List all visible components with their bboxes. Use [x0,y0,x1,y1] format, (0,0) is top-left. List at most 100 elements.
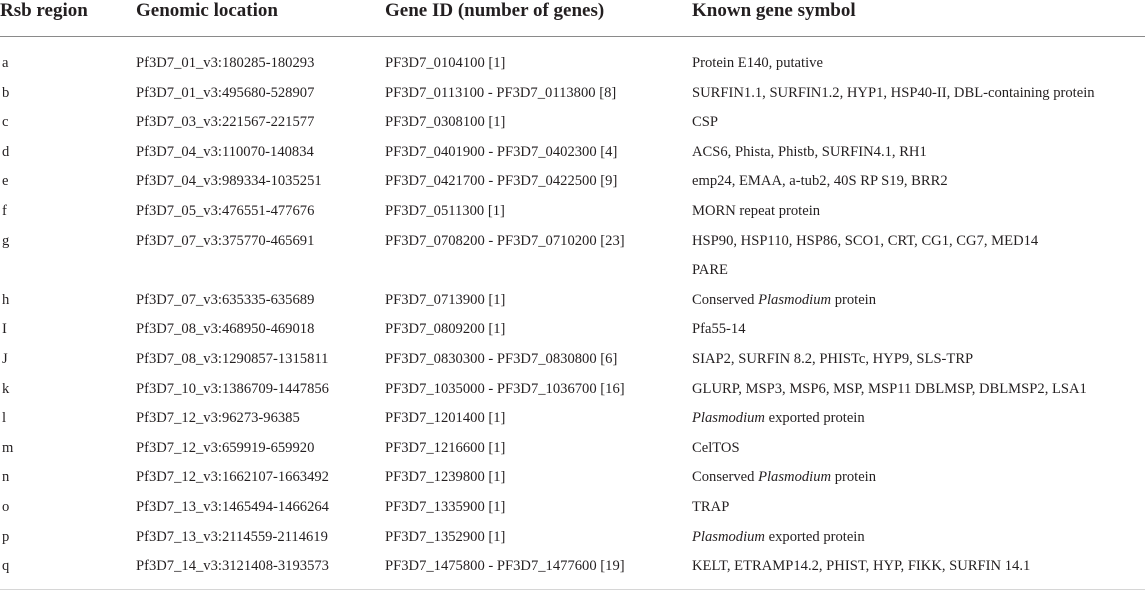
symbol-text: protein [831,469,877,486]
cell-gene-id: PF3D7_0401900 - PF3D7_0402300 [4] [385,143,618,160]
cell-rsb-region: b [2,84,10,101]
table-row: h Pf3D7_07_v3:635335-635689 PF3D7_0713900 … [0,282,1145,312]
rsb-region-table: Rsb region Genomic location Gene ID (num… [0,0,1145,574]
cell-genomic-location: Pf3D7_04_v3:110070-140834 [136,143,314,160]
cell-gene-id: PF3D7_1239800 [1] [385,469,506,486]
cell-known-gene-symbol: Plasmodium exported protein [692,409,865,427]
table-row: n Pf3D7_12_v3:1662107-1663492 PF3D7_123980… [0,459,1145,489]
cell-genomic-location: Pf3D7_07_v3:635335-635689 [136,291,315,308]
cell-rsb-region: J [2,350,8,367]
italic-genus-text: Plasmodium [692,528,765,545]
symbol-text: MORN repeat protein [692,202,821,219]
cell-known-gene-symbol: GLURP, MSP3, MSP6, MSP, MSP11 DBLMSP, DB… [692,380,1087,398]
table-row: l Pf3D7_12_v3:96273-96385 PF3D7_1201400 [1… [0,400,1145,430]
cell-genomic-location: Pf3D7_08_v3:1290857-1315811 [136,350,329,367]
cell-gene-id: PF3D7_1035000 - PF3D7_1036700 [16] [385,380,625,397]
symbol-text: Conserved [692,291,759,308]
cell-rsb-region: l [2,410,7,427]
symbol-text: Protein E140, putative [692,55,823,71]
table-row: PARE [0,252,1145,282]
cell-gene-id: PF3D7_0104100 [1] [385,55,506,71]
symbol-text: emp24, EMAA, a-tub2, 40S RP S19, BRR2 [692,173,948,190]
cell-rsb-region: e [2,173,9,190]
cell-known-gene-symbol: MORN repeat protein [692,202,820,220]
cell-known-gene-symbol: emp24, EMAA, a-tub2, 40S RP S19, BRR2 [692,172,948,190]
cell-rsb-region: h [2,291,10,308]
cell-gene-id: PF3D7_0511300 [1] [385,202,505,219]
table-row: e Pf3D7_04_v3:989334-1035251 PF3D7_0421700… [0,163,1145,193]
cell-genomic-location: Pf3D7_13_v3:2114559-2114619 [136,528,328,545]
cell-genomic-location: Pf3D7_14_v3:3121408-3193573 [136,558,329,575]
table-row: a Pf3D7_01_v3:180285-180293 PF3D7_0104100 … [0,45,1145,75]
cell-rsb-region: c [2,114,9,131]
cell-known-gene-symbol: Plasmodium exported protein [692,528,865,546]
table-row: f Pf3D7_05_v3:476551-477676 PF3D7_0511300 … [0,193,1145,223]
italic-genus-text: Plasmodium [692,410,765,427]
cell-gene-id: PF3D7_1201400 [1] [385,410,506,427]
cell-gene-id: PF3D7_0308100 [1] [385,114,506,131]
cell-genomic-location: Pf3D7_07_v3:375770-465691 [136,232,315,249]
cell-known-gene-symbol: KELT, ETRAMP14.2, PHIST, HYP, FIKK, SURF… [692,557,1030,575]
cell-genomic-location: Pf3D7_12_v3:1662107-1663492 [136,469,329,486]
cell-gene-id: PF3D7_1216600 [1] [385,439,506,456]
cell-known-gene-symbol: HSP90, HSP110, HSP86, SCO1, CRT, CG1, CG… [692,232,1038,250]
cell-rsb-region: d [2,143,10,160]
header-genomic-location: Genomic location [136,0,278,21]
symbol-text: protein [831,291,877,308]
symbol-text: exported protein [764,410,865,427]
symbol-text: SURFIN1.1, SURFIN1.2, HYP1, HSP40-II, DB… [692,84,1095,101]
cell-genomic-location: Pf3D7_12_v3:96273-96385 [136,410,300,427]
cell-rsb-region: n [2,469,10,486]
cell-genomic-location: Pf3D7_05_v3:476551-477676 [136,202,315,219]
symbol-text: GLURP, MSP3, MSP6, MSP, MSP11 DBLMSP, DB… [692,380,1087,397]
cell-known-gene-symbol: CelTOS [692,439,740,457]
cell-genomic-location: Pf3D7_04_v3:989334-1035251 [136,173,322,190]
cell-rsb-region: k [2,380,10,397]
italic-genus-text: Plasmodium [758,291,832,308]
cell-gene-id: PF3D7_0809200 [1] [385,321,506,338]
cell-known-gene-symbol: SURFIN1.1, SURFIN1.2, HYP1, HSP40-II, DB… [692,84,1095,102]
header-known-gene-symbol: Known gene symbol [692,0,856,21]
cell-known-gene-symbol: Protein E140, putative [692,54,823,72]
cell-genomic-location: Pf3D7_01_v3:495680-528907 [136,84,315,101]
cell-known-gene-symbol: TRAP [692,498,729,516]
cell-known-gene-symbol: ACS6, Phista, Phistb, SURFIN4.1, RH1 [692,143,927,161]
cell-gene-id: PF3D7_0708200 - PF3D7_0710200 [23] [385,232,625,249]
cell-genomic-location: Pf3D7_01_v3:180285-180293 [136,55,315,71]
symbol-text: Conserved [692,469,759,486]
cell-gene-id: PF3D7_1335900 [1] [385,498,506,515]
table-row: d Pf3D7_04_v3:110070-140834 PF3D7_0401900 … [0,134,1145,164]
cell-genomic-location: Pf3D7_13_v3:1465494-1466264 [136,498,329,515]
symbol-text: KELT, ETRAMP14.2, PHIST, HYP, FIKK, SURF… [692,558,1031,575]
table-row: g Pf3D7_07_v3:375770-465691 PF3D7_0708200 … [0,223,1145,253]
cell-gene-id: PF3D7_1475800 - PF3D7_1477600 [19] [385,558,625,575]
symbol-text: CelTOS [692,439,740,456]
symbol-text: SIAP2, SURFIN 8.2, PHISTc, HYP9, SLS-TRP [692,350,974,367]
cell-rsb-region: m [2,439,14,456]
cell-rsb-region: a [2,55,9,71]
table-row: k Pf3D7_10_v3:1386709-1447856 PF3D7_103500… [0,371,1145,401]
header-rsb-region: Rsb region [0,0,88,21]
table-row: o Pf3D7_13_v3:1465494-1466264 PF3D7_133590… [0,489,1145,519]
cell-genomic-location: Pf3D7_10_v3:1386709-1447856 [136,380,329,397]
symbol-text: CSP [692,114,718,131]
italic-genus-text: Plasmodium [758,469,832,486]
cell-gene-id: PF3D7_0830300 - PF3D7_0830800 [6] [385,350,618,367]
cell-rsb-region: q [2,558,10,575]
cell-known-gene-symbol: Conserved Plasmodium protein [692,291,876,309]
table-header: Rsb region Genomic location Gene ID (num… [0,0,1145,37]
table-body: a Pf3D7_01_v3:180285-180293 PF3D7_0104100 … [0,45,1145,578]
symbol-text: PARE [692,262,728,279]
symbol-text: ACS6, Phista, Phistb, SURFIN4.1, RH1 [692,143,927,160]
cell-genomic-location: Pf3D7_08_v3:468950-469018 [136,321,315,338]
table-row: c Pf3D7_03_v3:221567-221577 PF3D7_0308100 … [0,104,1145,134]
cell-gene-id: PF3D7_0713900 [1] [385,291,506,308]
cell-rsb-region: I [2,321,7,338]
symbol-text: TRAP [692,498,730,515]
cell-rsb-region: f [2,202,7,219]
cell-gene-id: PF3D7_1352900 [1] [385,528,506,545]
symbol-text: Pfa55-14 [692,321,746,338]
table-row: p Pf3D7_13_v3:2114559-2114619 PF3D7_135290… [0,519,1145,549]
header-gene-id: Gene ID (number of genes) [385,0,605,21]
cell-known-gene-symbol: Pfa55-14 [692,320,746,338]
